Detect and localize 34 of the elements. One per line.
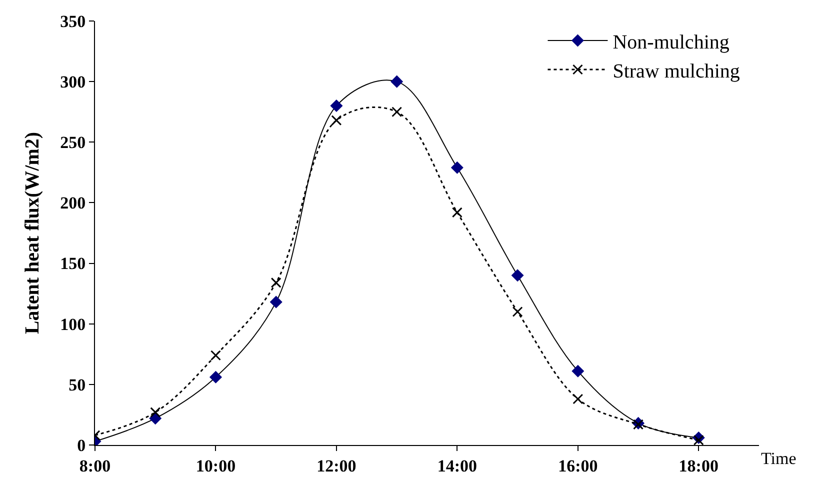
point [392,106,402,118]
point [451,162,464,174]
y-tick-label: 150 [60,254,86,274]
x-tick-label: 12:00 [316,456,356,476]
x-tick-label: 14:00 [437,456,478,476]
y-tick-label: 350 [60,12,86,31]
point [512,306,523,317]
y-tick-label: 100 [60,314,86,334]
point [210,371,222,384]
x-tick-label: 16:00 [558,456,598,476]
point [572,394,584,404]
point [452,207,462,218]
legend-label: Straw mulching [612,60,740,82]
point [512,269,524,282]
y-tick-label: 50 [68,375,86,394]
x-tick-label: 18:00 [678,456,718,476]
point [390,76,403,88]
y-axis-title: Latent heat flux(W/m2) [22,132,44,334]
x-axis-title: Time [761,449,796,468]
y-tick-label: 250 [60,133,86,152]
point [331,115,342,126]
point [150,407,161,418]
point [693,434,704,445]
point [270,296,282,308]
y-tick-label: 0 [77,436,86,455]
legend-label: Non-mulching [612,31,730,54]
point [330,100,342,112]
x-tick-label: 10:00 [196,456,236,476]
point [210,350,221,361]
point [270,277,282,288]
x-tick-label: 8:00 [79,456,111,476]
y-tick-label: 200 [60,194,86,213]
point [572,365,584,378]
y-tick-label: 300 [60,72,86,92]
